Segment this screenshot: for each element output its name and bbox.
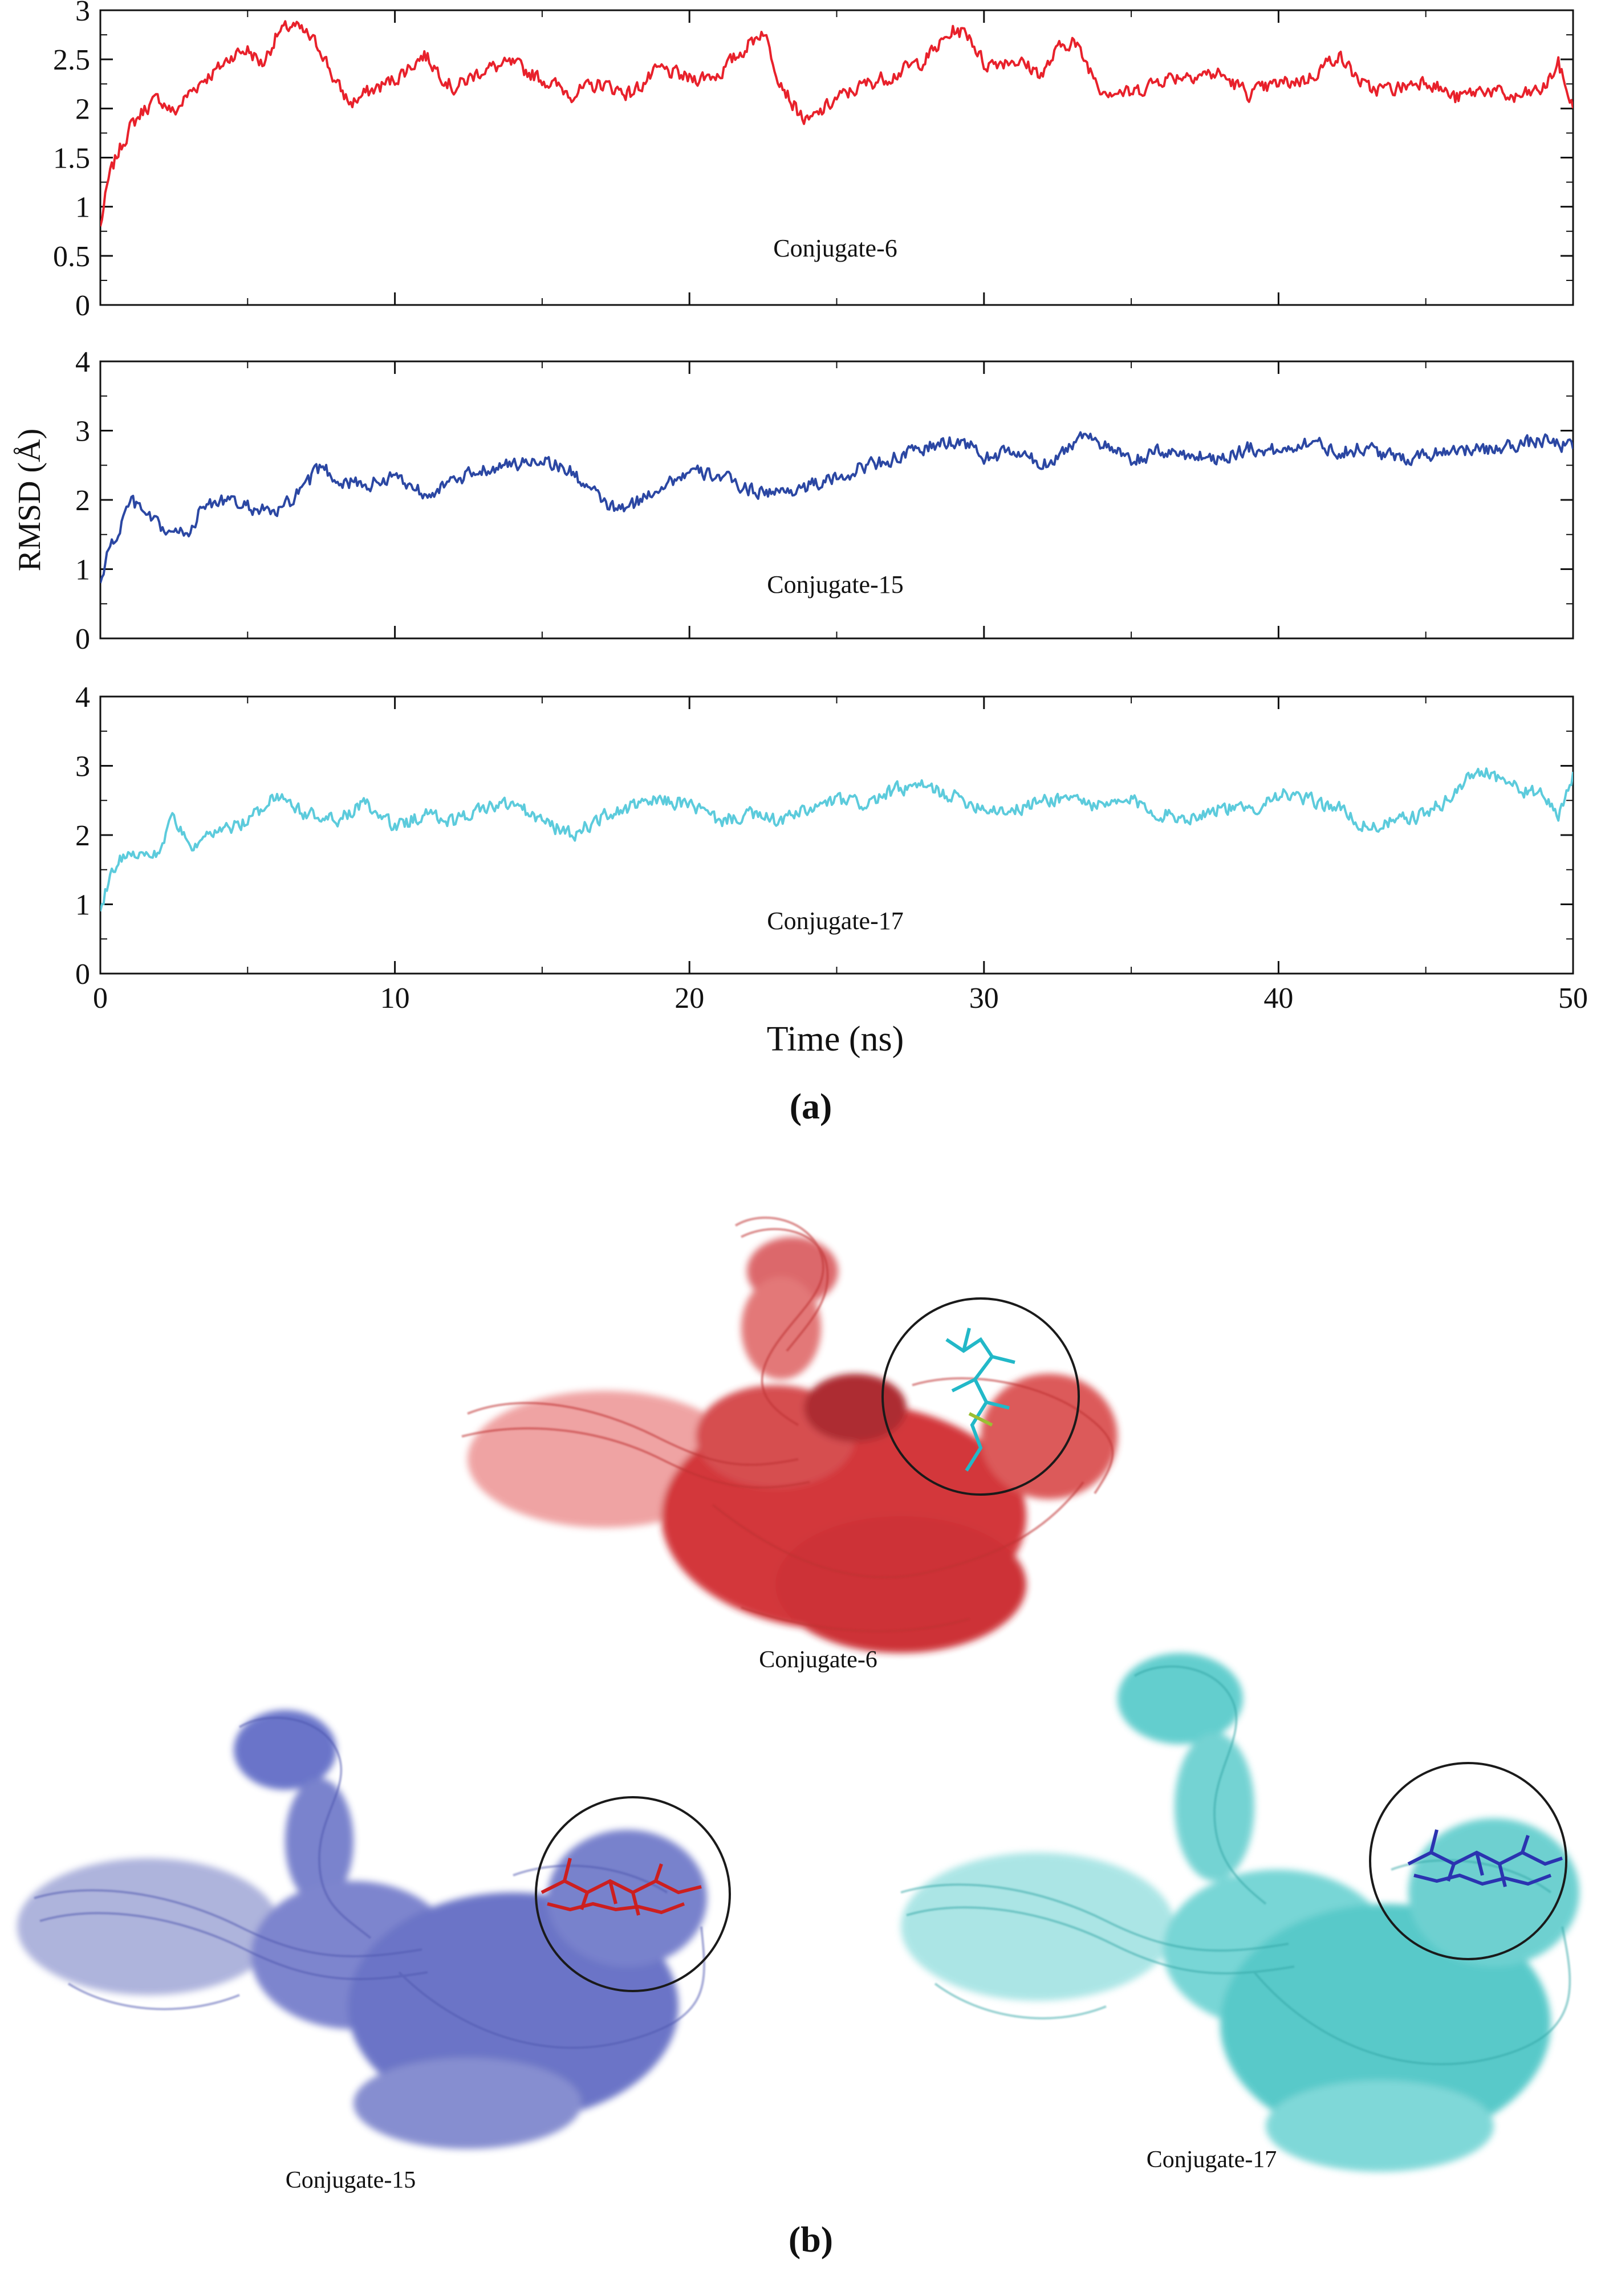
structure-conjugate-17: Conjugate-17 <box>900 1653 1579 2173</box>
y-tick-label: 0 <box>75 623 90 656</box>
y-tick-label: 1 <box>75 192 90 224</box>
y-tick-label: 4 <box>75 346 90 378</box>
structure-conjugate-6: Conjugate-6 <box>461 1216 1118 1673</box>
y-tick-label: 0 <box>75 290 90 322</box>
structure-label-conjugate-6: Conjugate-6 <box>759 1647 877 1673</box>
y-tick-label: 1 <box>75 889 90 922</box>
y-tick-label: 2 <box>75 93 90 125</box>
panel-b-label: (b) <box>789 2219 833 2260</box>
binding-site-circle-conjugate-17 <box>1369 1762 1567 1960</box>
panel-a-label: (a) <box>790 1086 832 1126</box>
y-tick-label: 3 <box>75 0 90 27</box>
rmsd-charts: 0 0.5 1 1.5 2 2.5 3 Conjugate-6 0 1 2 3 4 Conjugate-1… <box>53 0 1588 1015</box>
y-tick-label: 3 <box>75 751 90 783</box>
y-tick-label: 3 <box>75 416 90 448</box>
binding-site-circle-conjugate-15 <box>535 1796 731 1992</box>
structure-label-conjugate-15: Conjugate-15 <box>286 2167 416 2193</box>
y-tick-label: 0 <box>75 958 90 991</box>
series-line-conjugate-6 <box>100 20 1573 227</box>
series-title: Conjugate-15 <box>767 571 904 599</box>
x-tick-label: 50 <box>1558 982 1588 1015</box>
series-line-conjugate-15 <box>100 431 1573 584</box>
x-tick-label: 30 <box>969 982 999 1015</box>
y-tick-label: 2.5 <box>53 44 90 76</box>
series-title: Conjugate-6 <box>773 234 897 262</box>
y-tick-label: 1.5 <box>53 143 90 175</box>
y-axis-label: RMSD (Å) <box>12 429 47 571</box>
y-tick-label: 1 <box>75 554 90 587</box>
ligand-conjugate-15 <box>541 1858 702 1916</box>
series-line-conjugate-17 <box>100 767 1573 912</box>
protein-ensemble-conjugate-15 <box>17 1710 707 2149</box>
binding-site-circle-conjugate-6 <box>881 1297 1080 1496</box>
structure-conjugate-15: Conjugate-15 <box>17 1710 731 2193</box>
y-tick-label: 4 <box>75 681 90 714</box>
structure-label-conjugate-17: Conjugate-17 <box>1147 2147 1277 2173</box>
ligand-conjugate-6 <box>945 1328 1015 1472</box>
chart-panel-2: 0 1 2 3 4 Conjugate-15 <box>75 346 1574 656</box>
y-tick-label: 0.5 <box>53 241 90 273</box>
series-title: Conjugate-17 <box>767 907 904 935</box>
y-tick-label: 2 <box>75 485 90 517</box>
protein-ensemble-conjugate-17 <box>900 1653 1579 2172</box>
x-tick-label: 0 <box>93 982 108 1015</box>
x-axis-label: Time (ns) <box>767 1020 904 1059</box>
chart-panel-1: 0 0.5 1 1.5 2 2.5 3 Conjugate-6 <box>53 0 1574 322</box>
protein-ensemble-conjugate-6 <box>461 1216 1118 1653</box>
x-tick-label: 10 <box>380 982 410 1015</box>
x-tick-label: 40 <box>1263 982 1293 1015</box>
ligand-conjugate-17 <box>1407 1829 1563 1887</box>
x-tick-label: 20 <box>674 982 704 1015</box>
y-tick-label: 2 <box>75 820 90 852</box>
